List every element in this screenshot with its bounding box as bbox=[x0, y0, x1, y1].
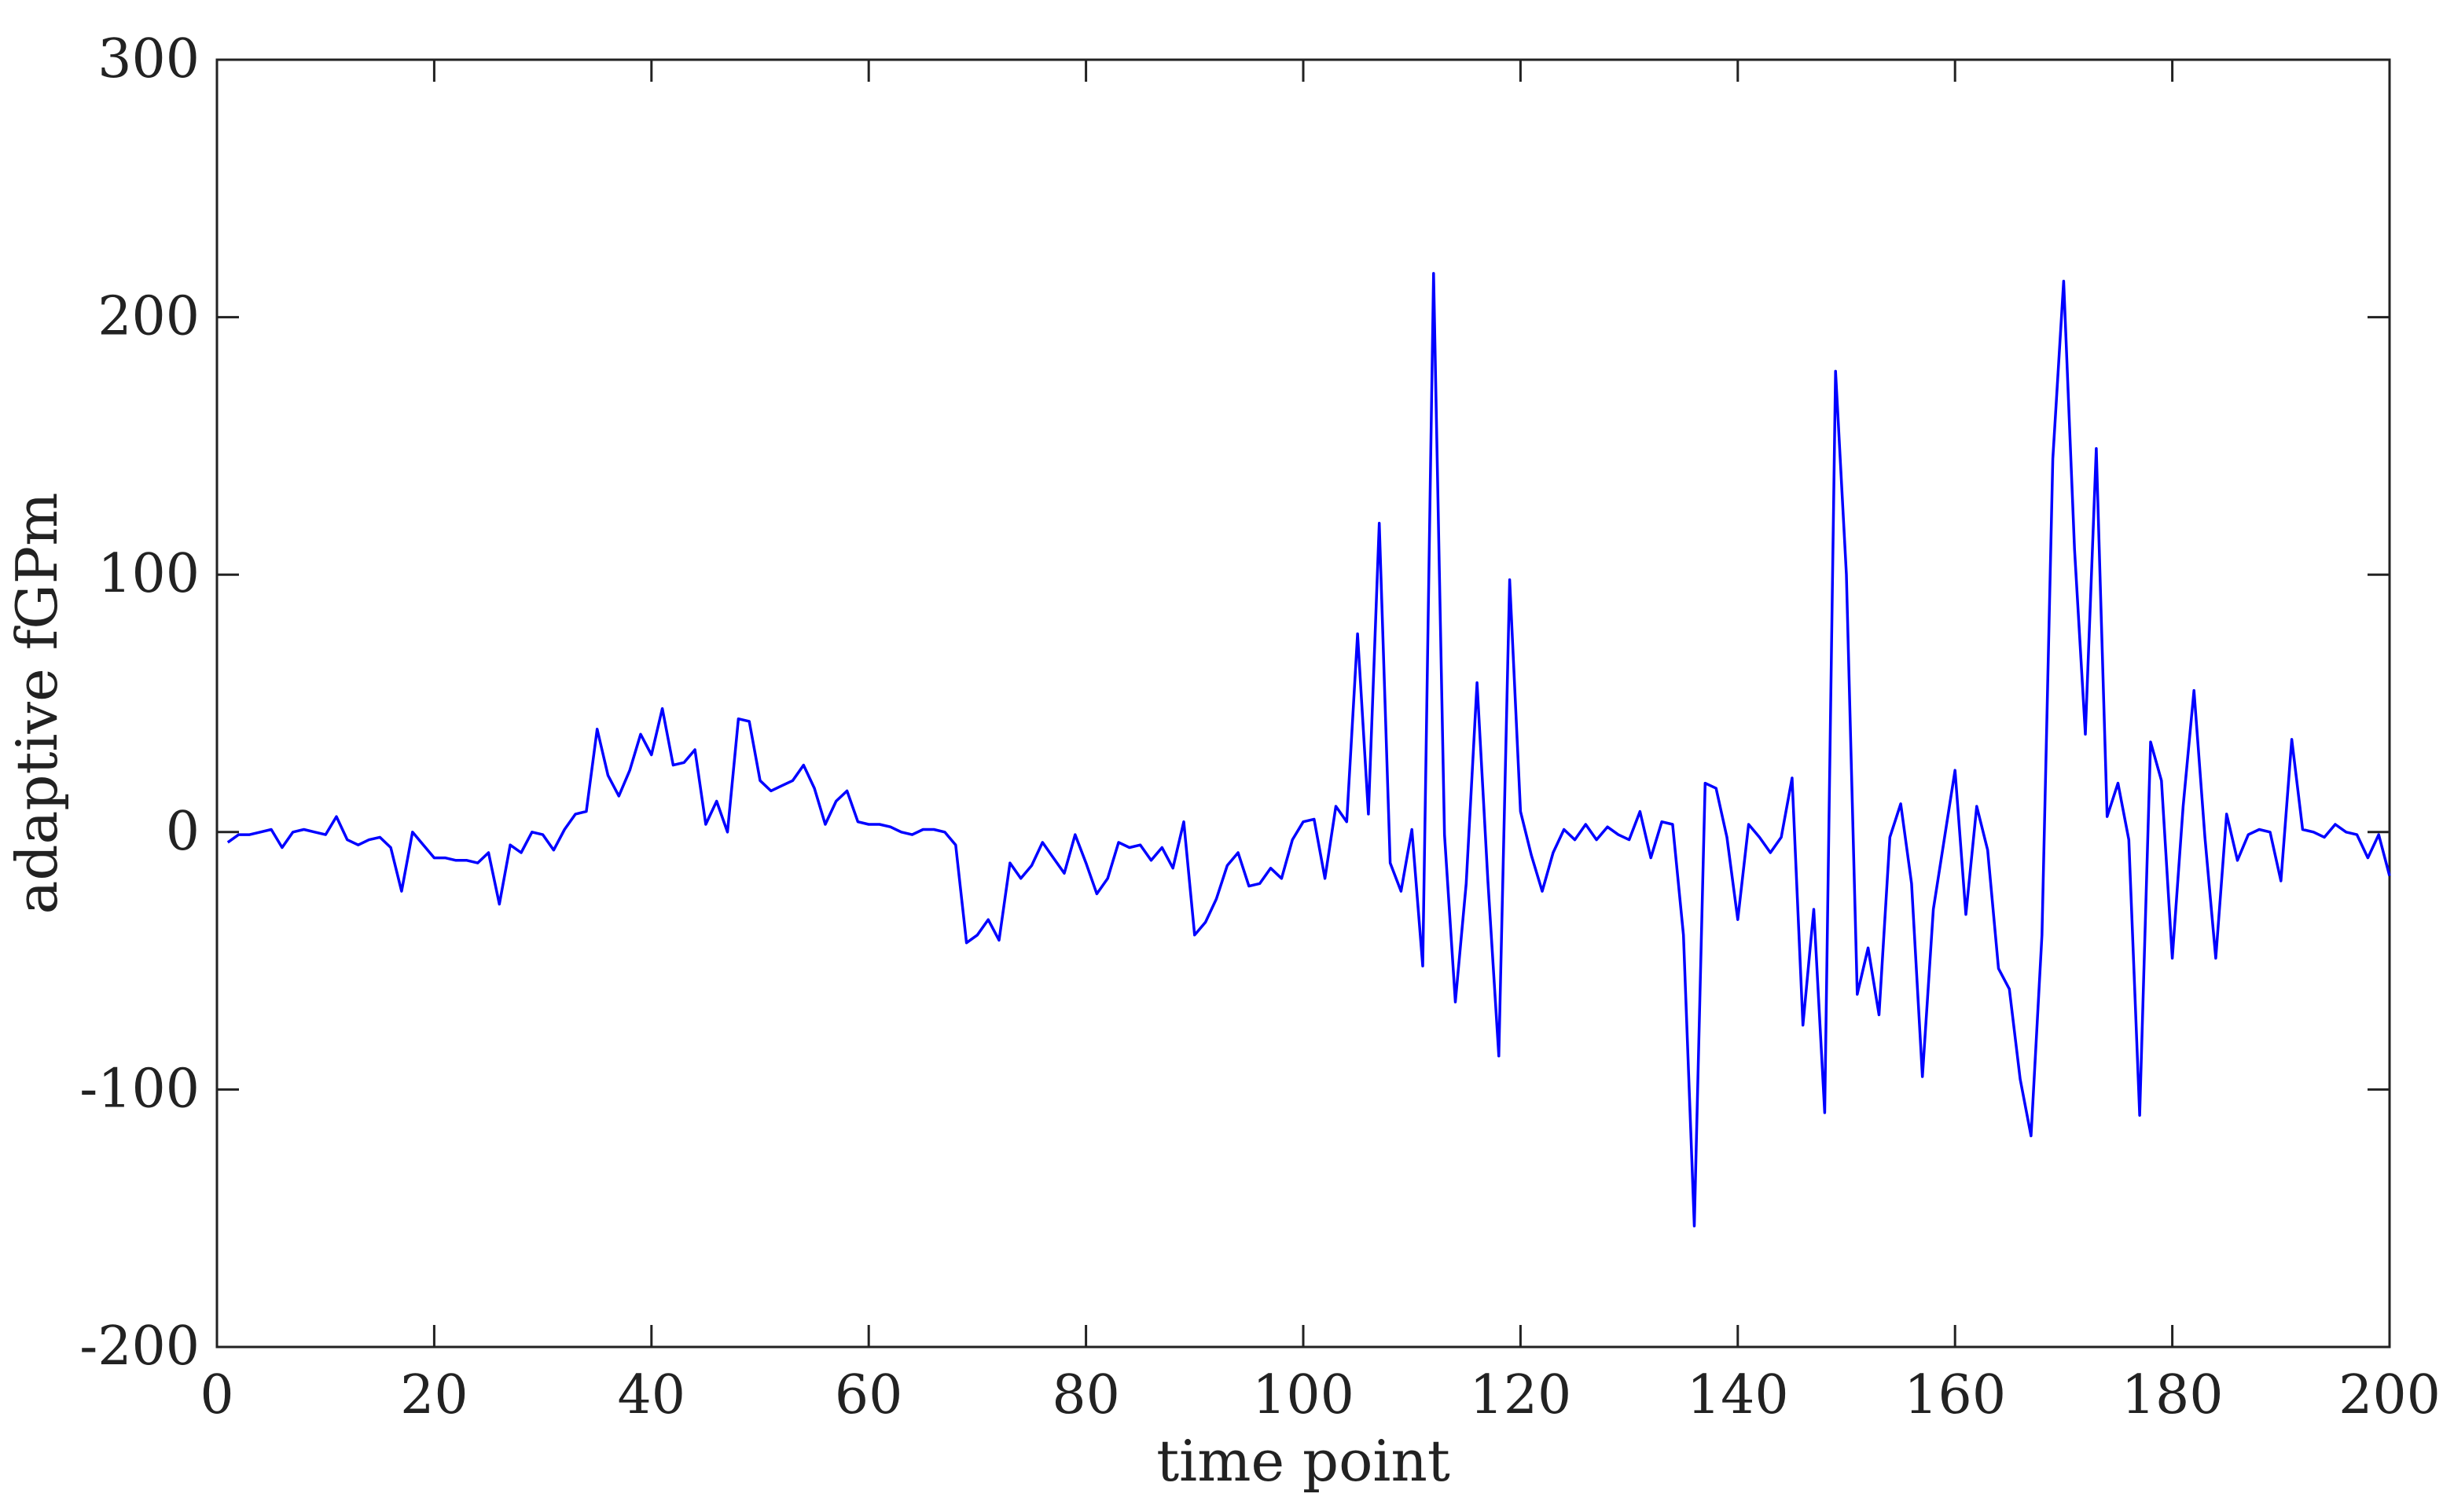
series-layer bbox=[226, 272, 2391, 1228]
y-tick-label: 0 bbox=[166, 801, 200, 863]
y-tick-label: 100 bbox=[97, 543, 200, 605]
x-tick-label: 100 bbox=[1252, 1364, 1354, 1426]
x-axis-label: time point bbox=[1156, 1428, 1450, 1494]
x-tick-label: 120 bbox=[1470, 1364, 1572, 1426]
x-tick-labels: 0 20 40 60 80 100 120 140 160 180 200 bbox=[200, 1364, 2441, 1426]
x-tick-label: 20 bbox=[400, 1364, 468, 1426]
y-tick-label: 200 bbox=[97, 286, 200, 348]
y-tick-label: 300 bbox=[97, 28, 200, 90]
x-tick-label: 60 bbox=[835, 1364, 903, 1426]
x-tick-label: 40 bbox=[618, 1364, 686, 1426]
series-line bbox=[226, 272, 2391, 1228]
x-tick-label: 80 bbox=[1052, 1364, 1120, 1426]
x-tick-label: 0 bbox=[200, 1364, 233, 1426]
x-tick-label: 180 bbox=[2122, 1364, 2224, 1426]
y-axis-label: adaptive fGPm bbox=[4, 492, 70, 914]
x-tick-label: 140 bbox=[1687, 1364, 1789, 1426]
y-tick-label: -200 bbox=[79, 1316, 200, 1378]
y-tick-label: -100 bbox=[79, 1058, 200, 1120]
x-tick-label: 200 bbox=[2338, 1364, 2441, 1426]
plot-frame bbox=[215, 58, 2391, 1349]
y-tick-labels: -200 -100 0 100 200 300 bbox=[79, 28, 200, 1378]
x-tick-label: 160 bbox=[1904, 1364, 2006, 1426]
axis-ticks bbox=[215, 58, 2391, 1349]
